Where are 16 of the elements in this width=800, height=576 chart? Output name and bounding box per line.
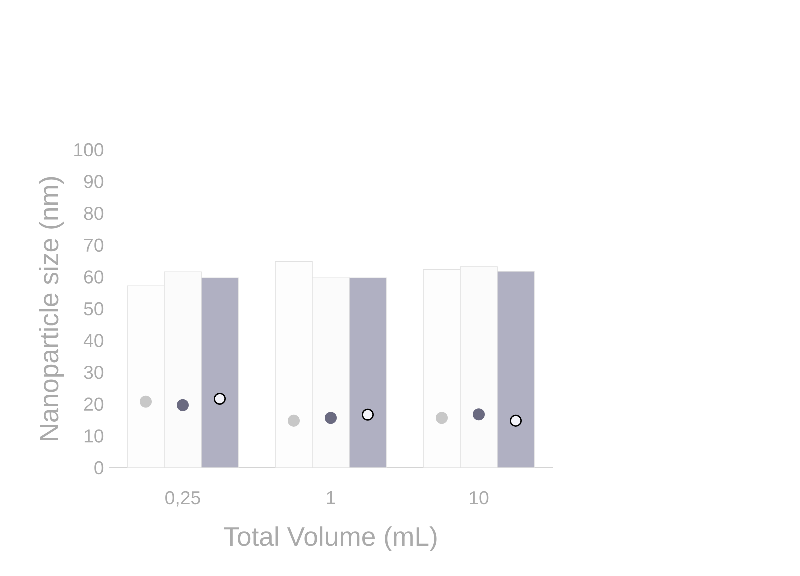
x-tick-label: 0,25 xyxy=(166,491,200,507)
x-tick-label: 1 xyxy=(327,491,336,504)
y-tick-label: 90 xyxy=(84,175,104,188)
x-axis-title: Total Volume (mL) xyxy=(224,526,437,552)
y-tick-label: 20 xyxy=(84,398,104,412)
y-tick-label: 0 xyxy=(94,461,104,475)
y-tick-label: 30 xyxy=(84,366,104,380)
y-tick-label: 40 xyxy=(84,334,104,348)
y-tick-label: 50 xyxy=(84,302,104,316)
y-tick-label: 60 xyxy=(84,270,104,284)
y-tick-label: 80 xyxy=(84,206,104,220)
y-tick-label: 100 xyxy=(74,143,104,157)
y-tick-label: 10 xyxy=(84,430,104,443)
x-tick-label: 10 xyxy=(470,491,489,505)
y-tick-label: 70 xyxy=(84,238,104,252)
y-axis-title: Nanoparticle size (nm) xyxy=(39,177,64,440)
